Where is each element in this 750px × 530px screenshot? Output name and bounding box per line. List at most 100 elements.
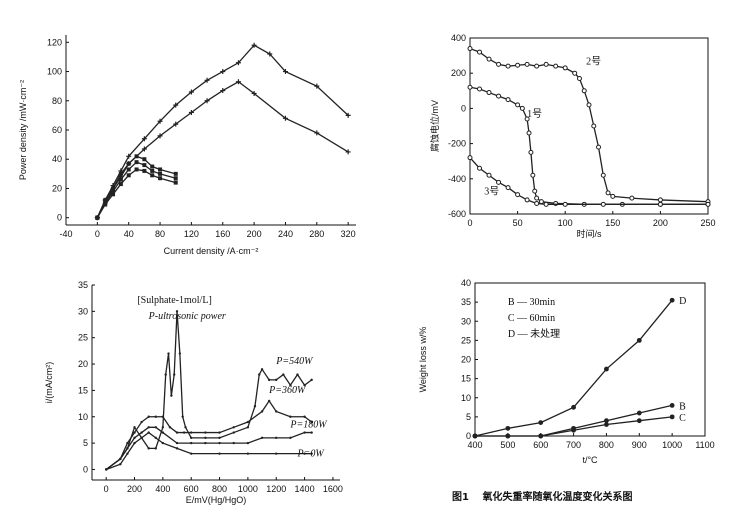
c2-point (246, 426, 250, 429)
c2-point (303, 431, 306, 434)
c0-point (134, 160, 139, 165)
c0-point (267, 51, 273, 57)
c1-point (505, 185, 511, 191)
c0-x-tick-label: 320 (341, 229, 356, 239)
c3-series-end-label: D (679, 296, 686, 307)
c1-point (600, 201, 606, 207)
c2-point (303, 452, 306, 455)
c0-point (220, 69, 226, 75)
c0-point (95, 215, 100, 220)
c2-y-tick-label: 30 (78, 306, 88, 316)
c3-x-tick-label: 500 (500, 440, 515, 450)
c2-point (253, 405, 257, 408)
c1-point (496, 93, 502, 99)
c3-y-tick-label: 0 (466, 431, 471, 441)
c3-point (571, 404, 576, 410)
c2-x-tick-label: 400 (155, 484, 170, 494)
c1-point (581, 88, 587, 94)
c1-y-tick-label: -600 (448, 209, 466, 219)
c0-x-tick-label: 0 (95, 229, 100, 239)
c0-point (345, 112, 351, 118)
c2-x-tick-label: 1600 (323, 484, 343, 494)
c3-legend-item: B — 30min (508, 297, 555, 308)
c2-point (140, 436, 143, 440)
c3-y-tick-label: 20 (461, 355, 471, 365)
c2-y-tick-label: 20 (78, 359, 88, 369)
c2-point (119, 462, 122, 466)
c2-point (154, 415, 157, 418)
c2-point (104, 468, 108, 471)
c2-point (204, 436, 207, 440)
c2-y-tick-label: 5 (83, 438, 88, 448)
c0-x-axis-label: Current density /A·cm⁻² (164, 246, 259, 256)
c0-y-tick-label: 100 (47, 67, 62, 77)
c1-series-label: 3号 (484, 186, 499, 198)
c3-series-end-label: B (679, 401, 686, 412)
c2-point (154, 426, 157, 429)
c2-y-axis-label: i/(mA/cm²) (44, 362, 54, 404)
c2-point (310, 378, 313, 382)
c0-point (142, 163, 147, 168)
c0-x-tick-label: 240 (278, 229, 293, 239)
c2-series-label: P=540W (275, 356, 314, 367)
c1-point (505, 63, 511, 69)
c0-point (235, 79, 241, 85)
c0-point (141, 136, 147, 142)
c0-point (251, 42, 257, 48)
c1-point (477, 165, 483, 171)
c1-point (629, 195, 635, 201)
chart-current-density: 0 200 400 600 800 1000 1200 1400 1600 0 5 10 15 20 25 3… (0, 265, 370, 530)
c2-point (184, 426, 187, 429)
c1-y-tick-label: 400 (451, 33, 466, 43)
c0-point (158, 176, 163, 181)
c1-point (477, 86, 483, 92)
c1-point (496, 61, 502, 67)
c1-point (586, 102, 592, 108)
c1-point (605, 190, 611, 196)
c0-point (173, 102, 179, 108)
c1-point (534, 200, 540, 206)
c2-point (282, 373, 285, 376)
c1-point (543, 201, 549, 207)
c2-point (303, 383, 306, 387)
c2-x-tick-label: 600 (184, 484, 199, 494)
c2-point (232, 441, 235, 445)
c2-point (161, 415, 165, 418)
c1-series-label: 2号 (586, 55, 601, 67)
c2-point (218, 431, 221, 434)
c3-point (669, 414, 675, 420)
c2-point (154, 436, 157, 440)
c1-point (562, 65, 568, 71)
c1-x-axis-label: 时间/s (576, 228, 602, 239)
c0-point (142, 157, 147, 162)
c3-point (604, 422, 609, 427)
c3-x-tick-label: 800 (599, 440, 614, 450)
c0-point (314, 83, 320, 89)
c1-y-tick-label: 200 (451, 68, 466, 78)
c3-y-tick-label: 30 (461, 316, 471, 326)
c2-point (275, 452, 278, 455)
c2-point (147, 415, 150, 418)
chart-power-density: -40 0 40 80 120 160 200 240 280 320 0 20 40 60 80 100 12… (0, 0, 370, 265)
c0-y-tick-label: 20 (52, 183, 62, 193)
c0-point (150, 164, 155, 169)
c1-point (532, 188, 538, 194)
c0-point (220, 88, 226, 94)
c2-y-tick-label: 35 (78, 280, 88, 290)
c3-point (472, 433, 478, 439)
c2-point (175, 447, 179, 450)
c3-point (604, 418, 609, 424)
figure-caption: 图1 氧化失重率随氧化温度变化关系图 (452, 488, 632, 503)
c0-point (103, 198, 108, 203)
chart-current-density-svg: 0 200 400 600 800 1000 1200 1400 1600 0 5 10 15 20 25 3… (44, 280, 343, 505)
c2-point (275, 436, 278, 440)
c0-x-tick-label: 160 (215, 229, 230, 239)
c2-point (147, 431, 150, 434)
chart-corrosion-potential-svg: 0 50 100 150 200 250 -600 -400 -200 0 200 400 时间/s 腐蚀… (429, 33, 716, 239)
c3-legend-item: C — 60min (508, 313, 555, 324)
c2-x-axis-label: E/mV(Hg/HgO) (186, 495, 247, 505)
c2-series-line-1 (105, 399, 313, 470)
c3-y-tick-label: 5 (466, 412, 471, 422)
c1-point (496, 179, 502, 185)
c2-x-tick-label: 1200 (266, 484, 286, 494)
